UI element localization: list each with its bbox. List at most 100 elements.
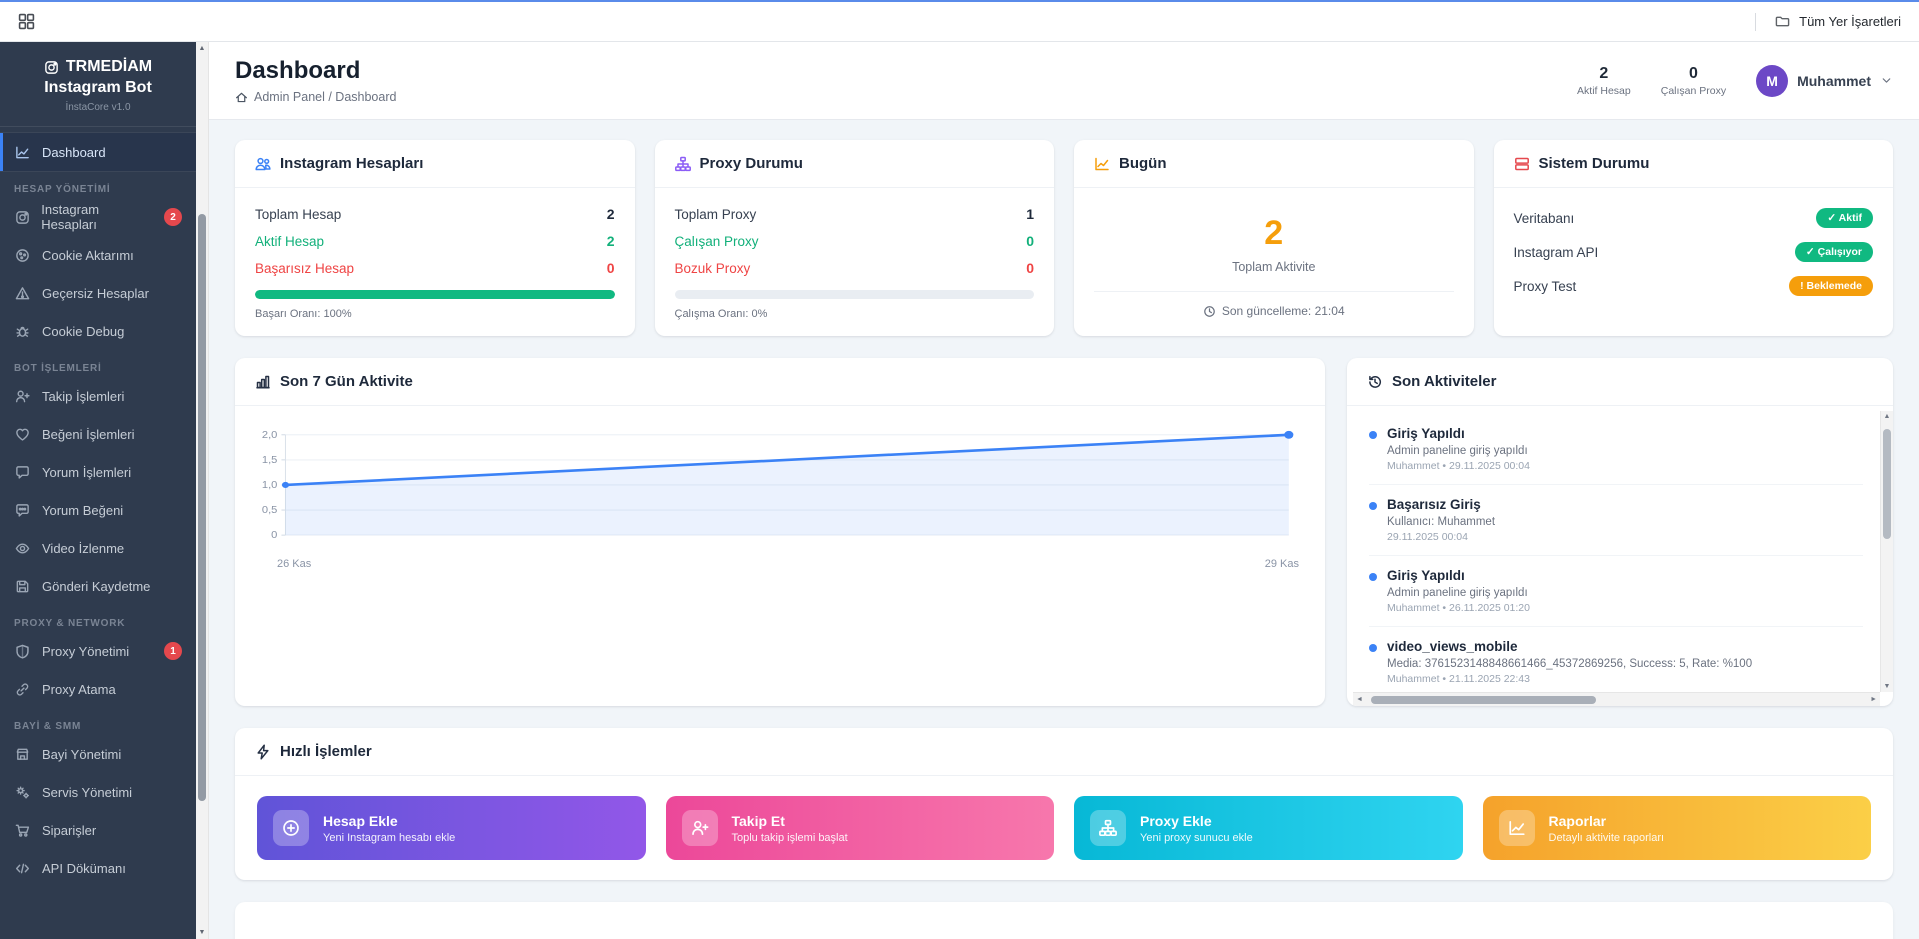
sidebar-item-cookie-debug[interactable]: Cookie Debug xyxy=(0,312,196,350)
activity-horizontal-scrollbar: ◄ ► xyxy=(1353,692,1880,706)
activity-vertical-scrollbar: ▲ ▼ xyxy=(1880,411,1893,692)
row-value: 2 xyxy=(606,233,615,249)
sidebar-item-gecersiz-hesaplar[interactable]: Geçersiz Hesaplar xyxy=(0,274,196,312)
activity-item: video_views_mobile Media: 37615231488486… xyxy=(1369,627,1863,697)
svg-text:1,0: 1,0 xyxy=(262,481,278,491)
eye-icon xyxy=(14,541,31,556)
sidebar-item-label: Yorum Beğeni xyxy=(42,502,124,518)
card-title: Proxy Durumu xyxy=(699,155,803,172)
sidebar-item-proxy-yonetimi[interactable]: Proxy Yönetimi 1 xyxy=(0,632,196,670)
card-son-aktiviteler: Son Aktiviteler Giriş Yapıldı Admin pane… xyxy=(1347,358,1893,706)
sidebar-item-api-dokumani[interactable]: API Dökümanı xyxy=(0,849,196,887)
sidebar-item-label: Servis Yönetimi xyxy=(42,784,133,800)
next-card-peek xyxy=(235,902,1893,939)
sidebar-item-begeni-islemleri[interactable]: Beğeni İşlemleri xyxy=(0,415,196,453)
sitemap-icon xyxy=(675,156,691,172)
sidebar-item-cookie-aktarimi[interactable]: Cookie Aktarımı xyxy=(0,236,196,274)
sidebar-item-servis-yonetimi[interactable]: Servis Yönetimi xyxy=(0,773,196,811)
sidebar-item-label: Proxy Atama xyxy=(42,681,116,697)
quick-action-hesap-ekle[interactable]: Hesap Ekle Yeni Instagram hesabı ekle xyxy=(257,796,646,860)
quick-action-takip-et[interactable]: Takip Et Toplu takip işlemi başlat xyxy=(665,796,1054,860)
quick-action-proxy-ekle[interactable]: Proxy Ekle Yeni proxy sunucu ekle xyxy=(1074,796,1463,860)
sidebar-section-bayi-smm: BAYİ & SMM xyxy=(14,721,82,732)
today-activity-count: 2 xyxy=(1264,214,1284,252)
sidebar-item-takip-islemleri[interactable]: Takip İşlemleri xyxy=(0,377,196,415)
sidebar-item-bayi-yonetimi[interactable]: Bayi Yönetimi xyxy=(0,735,196,773)
scroll-left-arrow-icon[interactable]: ◄ xyxy=(1356,696,1363,703)
bullet-dot-icon xyxy=(1369,502,1377,510)
brand-version: İnstaCore v1.0 xyxy=(65,102,131,113)
window-top-accent xyxy=(0,0,1919,2)
scrollbar-thumb[interactable] xyxy=(198,214,206,801)
system-row-label: Veritabanı xyxy=(1513,210,1575,226)
gears-icon xyxy=(14,785,31,800)
sidebar-item-label: Yorum İşlemleri xyxy=(42,464,132,480)
breadcrumb[interactable]: Admin Panel / Dashboard xyxy=(235,90,396,104)
folder-icon xyxy=(1775,14,1790,29)
sidebar-item-label: Cookie Aktarımı xyxy=(42,247,134,263)
card-proxy-durumu: Proxy Durumu Toplam Proxy 1 Çalışan Proxy… xyxy=(654,140,1054,336)
quick-action-title: Takip Et xyxy=(731,812,785,829)
scrollbar-thumb[interactable] xyxy=(1883,429,1891,539)
sidebar-item-yorum-islemleri[interactable]: Yorum İşlemleri xyxy=(0,453,196,491)
sidebar-item-proxy-atama[interactable]: Proxy Atama xyxy=(0,670,196,708)
sidebar-item-yorum-begeni[interactable]: Yorum Beğeni xyxy=(0,491,196,529)
scroll-down-arrow-icon[interactable]: ▼ xyxy=(198,929,206,936)
user-plus-icon xyxy=(14,389,31,404)
activity-meta: Muhammet • 21.11.2025 22:43 xyxy=(1387,673,1530,685)
scroll-right-arrow-icon[interactable]: ► xyxy=(1870,696,1877,703)
row-value: 0 xyxy=(606,260,615,276)
chart-line-icon xyxy=(1094,156,1110,172)
sidebar-item-siparisler[interactable]: Siparişler xyxy=(0,811,196,849)
browser-bookmarks-bar: Tüm Yer İşaretleri xyxy=(0,2,1919,42)
sidebar-item-video-izlenme[interactable]: Video İzlenme xyxy=(0,529,196,567)
svg-text:0: 0 xyxy=(271,531,277,541)
last-update-text: Son güncelleme: 21:04 xyxy=(1221,304,1345,318)
card-title: Bugün xyxy=(1119,155,1167,172)
system-row-label: Proxy Test xyxy=(1513,278,1577,294)
quick-action-title: Hesap Ekle xyxy=(323,812,398,829)
user-menu[interactable]: M Muhammet xyxy=(1756,64,1893,97)
sidebar-item-label: Instagram Hesapları xyxy=(41,202,100,232)
x-axis-label-start: 26 Kas xyxy=(277,558,312,570)
sidebar-section-hesap-yonetimi: HESAP YÖNETİMİ xyxy=(14,184,111,195)
sidebar-item-instagram-hesaplari[interactable]: Instagram Hesapları 2 xyxy=(0,198,196,236)
card-title: Instagram Hesapları xyxy=(280,155,424,172)
quick-action-subtitle: Toplu takip işlemi başlat xyxy=(731,831,848,844)
x-axis-label-end: 29 Kas xyxy=(1264,558,1299,570)
instagram-icon xyxy=(44,60,59,75)
quick-action-raporlar[interactable]: Raporlar Detaylı aktivite raporları xyxy=(1482,796,1871,860)
activity-desc: Kullanıcı: Muhammet xyxy=(1387,516,1496,528)
server-icon xyxy=(1514,156,1530,172)
apps-grid-icon[interactable] xyxy=(18,13,35,30)
scroll-up-arrow-icon[interactable]: ▲ xyxy=(1883,413,1891,420)
chart-line-icon xyxy=(1498,810,1535,846)
comment-icon xyxy=(14,465,31,480)
main-area: Dashboard Admin Panel / Dashboard 2 Akti… xyxy=(209,42,1919,939)
stat-label: Çalışan Proxy xyxy=(1660,84,1727,97)
sidebar-section-proxy-network: PROXY & NETWORK xyxy=(14,618,126,629)
line-chart: 2,0 1,5 1,0 0,5 0 xyxy=(262,430,1294,541)
warning-icon xyxy=(14,286,31,301)
activity-desc: Media: 3761523148848661466_45372869256, … xyxy=(1387,658,1753,670)
row-label: Başarısız Hesap xyxy=(255,260,355,276)
all-bookmarks[interactable]: Tüm Yer İşaretleri xyxy=(1755,12,1901,31)
sidebar-item-label: Takip İşlemleri xyxy=(42,388,125,404)
row-label: Toplam Hesap xyxy=(255,206,342,222)
bolt-icon xyxy=(255,744,271,760)
progress-fill xyxy=(255,290,615,299)
scrollbar-thumb[interactable] xyxy=(1371,696,1596,704)
scroll-down-arrow-icon[interactable]: ▼ xyxy=(1883,683,1891,690)
status-badge: Beklemede xyxy=(1789,276,1873,296)
sidebar-item-gonderi-kaydetme[interactable]: Gönderi Kaydetme xyxy=(0,567,196,605)
sidebar-item-label: Beğeni İşlemleri xyxy=(42,426,135,442)
scroll-up-arrow-icon[interactable]: ▲ xyxy=(198,45,206,52)
row-value: 0 xyxy=(1026,233,1034,249)
activity-desc: Admin paneline giriş yapıldı xyxy=(1387,445,1528,457)
row-label: Bozuk Proxy xyxy=(674,260,751,276)
sidebar-item-label: Bayi Yönetimi xyxy=(42,746,122,762)
sidebar-item-dashboard[interactable]: Dashboard xyxy=(0,133,196,171)
quick-action-title: Raporlar xyxy=(1548,812,1607,829)
comment-dots-icon xyxy=(14,503,31,518)
breadcrumb-text: Admin Panel / Dashboard xyxy=(254,90,397,104)
